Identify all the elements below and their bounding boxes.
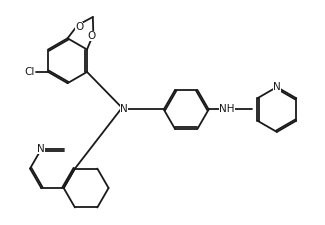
- Text: O: O: [87, 31, 96, 41]
- Text: N: N: [120, 104, 127, 115]
- Text: N: N: [273, 82, 281, 92]
- Text: Cl: Cl: [25, 67, 35, 77]
- Text: N: N: [37, 144, 45, 154]
- Text: NH: NH: [219, 104, 235, 115]
- Text: O: O: [75, 22, 84, 32]
